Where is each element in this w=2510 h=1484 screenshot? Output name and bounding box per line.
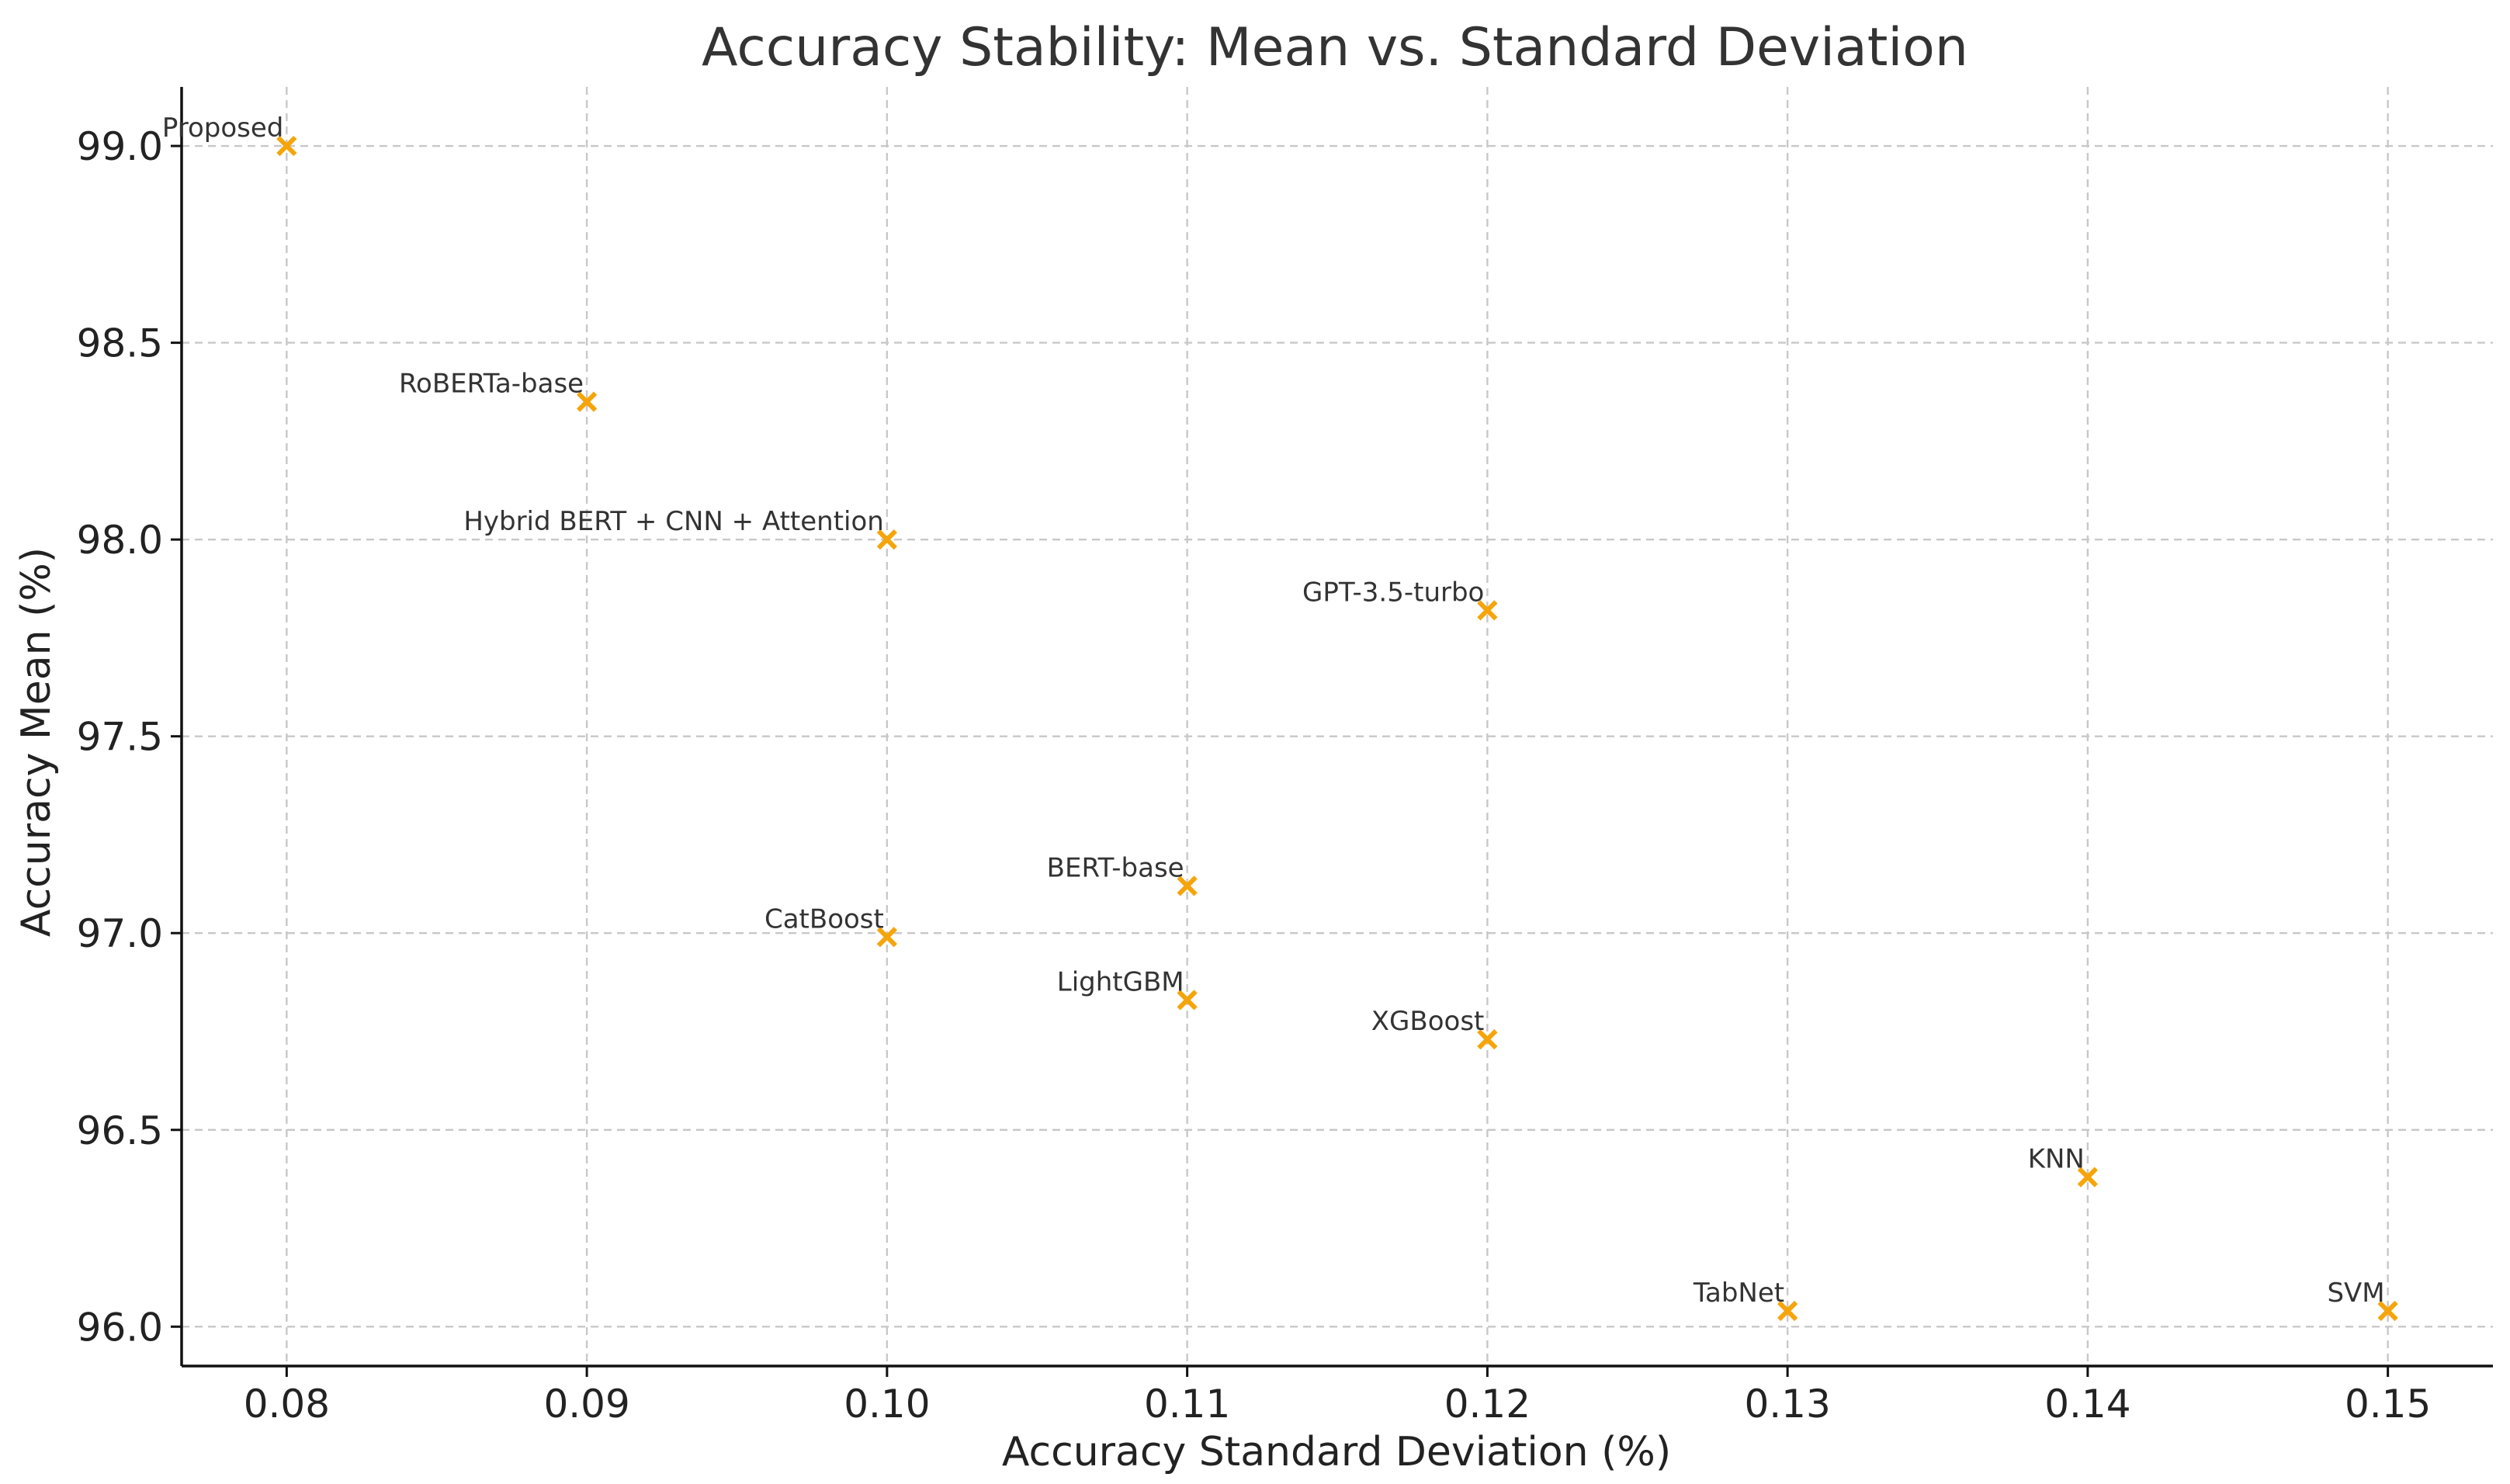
point-label: TabNet xyxy=(1693,1278,1784,1309)
x-marker-stroke xyxy=(1477,600,1498,621)
data-point: BERT-base xyxy=(1047,852,1198,896)
x-tick-label: 0.13 xyxy=(1744,1382,1830,1427)
point-label: Hybrid BERT + CNN + Attention xyxy=(463,506,884,537)
x-marker-stroke xyxy=(1177,875,1198,896)
x-tick-label: 0.09 xyxy=(543,1382,629,1427)
axes-spines xyxy=(180,87,2493,1368)
x-tick-label: 0.08 xyxy=(244,1382,330,1427)
y-axis-label: Accuracy Mean (%) xyxy=(13,547,60,937)
y-tick-label: 97.5 xyxy=(77,715,163,760)
point-label: RoBERTa-base xyxy=(399,369,584,400)
grid-lines xyxy=(182,87,2493,1366)
point-label: KNN xyxy=(2028,1144,2085,1175)
data-point: Hybrid BERT + CNN + Attention xyxy=(463,506,897,550)
y-tick-label: 97.0 xyxy=(77,911,163,956)
data-point: CatBoost xyxy=(764,903,897,948)
data-point: Proposed xyxy=(162,113,297,157)
data-point: XGBoost xyxy=(1371,1006,1498,1050)
point-label: SVM xyxy=(2327,1278,2384,1309)
data-point: KNN xyxy=(2028,1144,2099,1188)
x-marker-stroke xyxy=(1177,990,1198,1011)
y-tick-label: 99.0 xyxy=(77,124,163,169)
data-point: RoBERTa-base xyxy=(399,369,598,412)
x-marker-stroke xyxy=(2077,1167,2099,1188)
data-point: SVM xyxy=(2327,1278,2398,1322)
point-label: CatBoost xyxy=(764,903,884,934)
point-label: Proposed xyxy=(162,113,284,144)
x-tick-label: 0.10 xyxy=(844,1382,930,1427)
y-tick-label: 98.0 xyxy=(77,518,163,563)
y-axis-ticks: 96.0 96.5 97.0 97.5 98.0 98.5 99.0 xyxy=(77,124,182,1350)
point-label: GPT-3.5-turbo xyxy=(1302,577,1484,608)
x-marker-stroke xyxy=(876,927,897,948)
x-tick-label: 0.15 xyxy=(2345,1382,2431,1427)
x-tick-label: 0.11 xyxy=(1144,1382,1230,1427)
x-marker-stroke xyxy=(1777,1300,1798,1322)
chart-title: Accuracy Stability: Mean vs. Standard De… xyxy=(702,17,1968,78)
x-axis-label: Accuracy Standard Deviation (%) xyxy=(1002,1429,1671,1475)
x-marker-stroke xyxy=(1477,1029,1498,1050)
data-point: LightGBM xyxy=(1057,966,1198,1011)
x-tick-label: 0.12 xyxy=(1444,1382,1531,1427)
data-points: Proposed RoBERTa-base Hybrid BERT + CNN + … xyxy=(162,113,2398,1322)
data-point: GPT-3.5-turbo xyxy=(1302,577,1498,621)
y-tick-label: 96.0 xyxy=(77,1305,163,1350)
point-label: BERT-base xyxy=(1047,852,1184,883)
point-label: LightGBM xyxy=(1057,966,1184,997)
x-marker-stroke xyxy=(276,135,297,157)
x-tick-label: 0.14 xyxy=(2044,1382,2130,1427)
y-tick-label: 98.5 xyxy=(77,321,163,366)
point-label: XGBoost xyxy=(1371,1006,1485,1037)
data-point: TabNet xyxy=(1693,1278,1798,1322)
y-tick-label: 96.5 xyxy=(77,1108,163,1153)
x-marker-stroke xyxy=(876,529,897,550)
x-marker-stroke xyxy=(2377,1300,2398,1322)
x-marker-stroke xyxy=(576,391,598,412)
x-axis-ticks: 0.08 0.09 0.10 0.11 0.12 0.13 0.14 0.15 xyxy=(244,1366,2431,1427)
